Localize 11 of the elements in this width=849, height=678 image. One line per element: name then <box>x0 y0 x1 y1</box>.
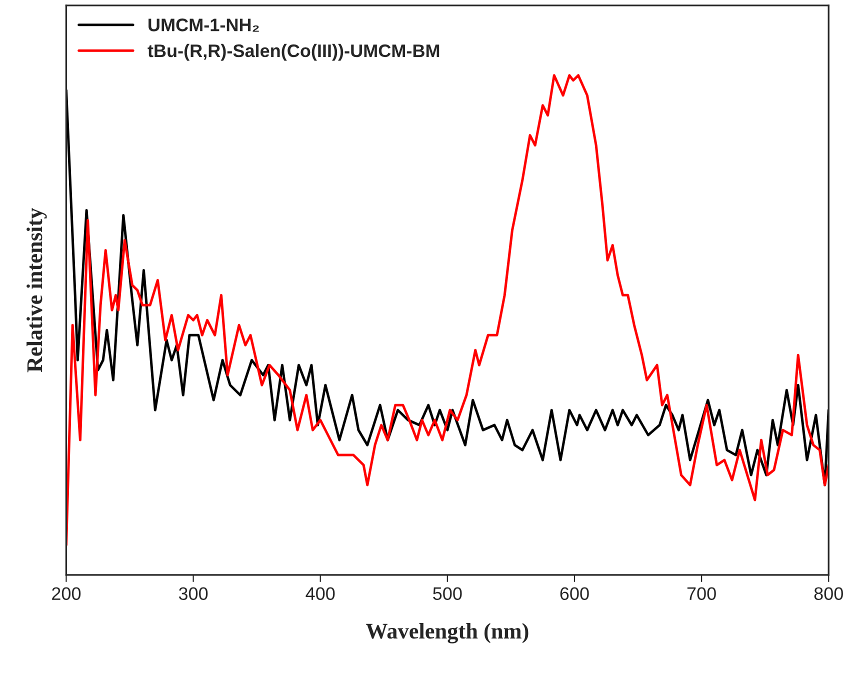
x-tick-label: 500 <box>433 587 462 600</box>
legend-label: UMCM-1-NH₂ <box>148 18 259 32</box>
legend-label: tBu-(R,R)-Salen(Co(III))-UMCM-BM <box>148 44 440 61</box>
x-axis-title: Wavelength (nm) <box>366 623 528 644</box>
y-axis-title: Relative intensity <box>26 208 47 372</box>
x-tick-label: 700 <box>687 587 716 600</box>
x-tick-label: 800 <box>814 587 843 600</box>
x-tick-label: 300 <box>178 587 208 600</box>
x-tick-label: 600 <box>560 587 589 600</box>
x-tick-label: 200 <box>52 587 81 600</box>
x-tick-label: 400 <box>306 587 335 600</box>
